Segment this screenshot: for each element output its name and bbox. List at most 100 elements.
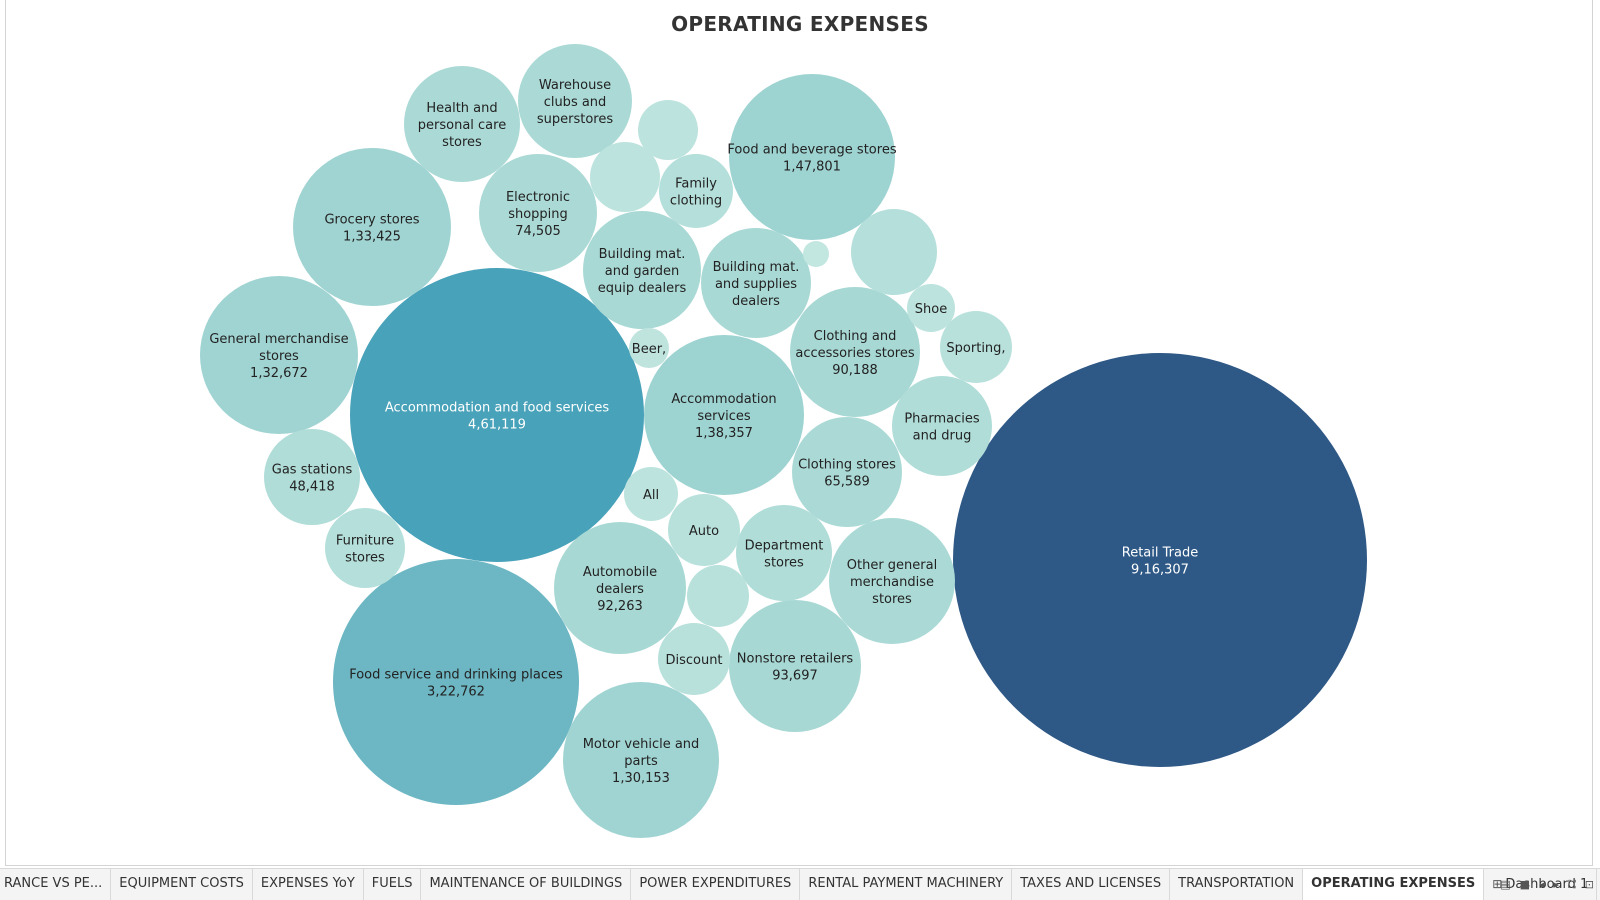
bubble-clothing-and-accessories-stores[interactable]: Clothing and accessories stores 90,188	[790, 287, 920, 417]
bubble-mark[interactable]	[940, 311, 1012, 383]
bubble-mark[interactable]	[658, 623, 730, 695]
bubble-sporting[interactable]: Sporting,	[940, 311, 1012, 383]
tab-label: TRANSPORTATION	[1178, 876, 1295, 891]
bubble-mark[interactable]	[563, 682, 719, 838]
bubble-mark[interactable]	[851, 209, 937, 295]
bubble-mark[interactable]	[953, 353, 1367, 767]
bubble-mark[interactable]	[659, 154, 733, 228]
bubble-pharmacies-and-drug[interactable]: Pharmacies and drug	[892, 376, 992, 476]
bubble-mark[interactable]	[687, 565, 749, 627]
bubble-auto[interactable]: Auto	[668, 494, 740, 566]
bubble-beer[interactable]: Beer,	[629, 328, 669, 368]
bubble-health-and-personal-care-stores[interactable]: Health and personal care stores	[404, 66, 520, 182]
bubble-mark[interactable]	[293, 148, 451, 306]
bubble-food-service-and-drinking-places[interactable]: Food service and drinking places 3,22,762	[333, 559, 579, 805]
chart-title: OPERATING EXPENSES	[671, 12, 929, 36]
bubble-mark[interactable]	[790, 287, 920, 417]
bubble-retail-trade[interactable]: Retail Trade 9,16,307	[953, 353, 1367, 767]
tab-label: MAINTENANCE OF BUILDINGS	[429, 876, 623, 891]
fullscreen-icon[interactable]: ⛶	[1568, 877, 1576, 891]
bubble-mark[interactable]	[892, 376, 992, 476]
tab-label: TAXES AND LICENSES	[1020, 876, 1162, 891]
bubble-mark[interactable]	[792, 417, 902, 527]
bubble-label: Family clothing	[670, 177, 722, 209]
bubble-label: Pharmacies and drug	[904, 412, 980, 444]
bubble-grocery-stores[interactable]: Grocery stores 1,33,425	[293, 148, 451, 306]
bubble-mark[interactable]	[590, 142, 660, 212]
bubble-mark[interactable]	[350, 268, 644, 562]
bubble-mark[interactable]	[644, 335, 804, 495]
bubble-mark[interactable]	[554, 522, 686, 654]
tab-operating-expenses[interactable]: OPERATING EXPENSES	[1303, 869, 1485, 900]
bubble-accommodation-services[interactable]: Accommodation services 1,38,357	[644, 335, 804, 495]
bubble-unlabeled-30[interactable]	[687, 565, 749, 627]
bubble-department-stores[interactable]: Department stores	[736, 505, 832, 601]
bubble-mark[interactable]	[638, 100, 698, 160]
tab-fuels[interactable]: FUELS	[364, 869, 422, 900]
filmstrip-view-icon[interactable]: ■	[1519, 878, 1531, 891]
prev-sheet-icon[interactable]: ◂	[1539, 878, 1545, 891]
bubble-mark[interactable]	[803, 241, 829, 267]
bubble-mark[interactable]	[701, 228, 811, 338]
bubble-mark[interactable]	[264, 429, 360, 525]
bubble-other-general-merchandise-stores[interactable]: Other general merchandise stores	[829, 518, 955, 644]
bubble-mark[interactable]	[668, 494, 740, 566]
bubble-mark[interactable]	[907, 284, 955, 332]
bubble-clothing-stores[interactable]: Clothing stores 65,589	[792, 417, 902, 527]
bubble-nonstore-retailers[interactable]: Nonstore retailers 93,697	[729, 600, 861, 732]
tab-label: FUELS	[371, 876, 413, 891]
bubble-mark[interactable]	[404, 66, 520, 182]
sheet-tab-bar: RANCE VS PE... EQUIPMENT COSTS EXPENSES Yo…	[0, 868, 1600, 900]
bubble-furniture-stores[interactable]: Furniture stores	[325, 508, 405, 588]
next-sheet-icon[interactable]: ▸	[1553, 878, 1560, 891]
tab-expenses-yoy[interactable]: EXPENSES YoY	[253, 869, 364, 900]
tab-equipment-costs[interactable]: EQUIPMENT COSTS	[111, 869, 253, 900]
bubble-unlabeled-32[interactable]	[638, 100, 698, 160]
tab-maintenance-of-buildings[interactable]: MAINTENANCE OF BUILDINGS	[421, 869, 632, 900]
bubble-mark[interactable]	[583, 211, 701, 329]
bubble-unlabeled-31[interactable]	[590, 142, 660, 212]
tab-rance-vs-pe[interactable]: RANCE VS PE...	[0, 869, 112, 900]
grid-view-icon[interactable]: ▤	[1500, 878, 1511, 891]
tab-transportation[interactable]: TRANSPORTATION	[1170, 869, 1304, 900]
bubble-mark[interactable]	[729, 74, 895, 240]
bubble-mark[interactable]	[479, 154, 597, 272]
bubble-value: 1,30,153	[612, 771, 670, 786]
bubble-value: 3,22,762	[427, 685, 485, 700]
tab-power-expenditures[interactable]: POWER EXPENDITURES	[631, 869, 801, 900]
bubble-unlabeled-29[interactable]	[851, 209, 937, 295]
bubble-motor-vehicle-and-parts[interactable]: Motor vehicle and parts 1,30,153	[563, 682, 719, 838]
bubble-shoe[interactable]: Shoe	[907, 284, 955, 332]
bubble-chart: Retail Trade 9,16,307 Accommodation and fo…	[200, 44, 1367, 838]
bubble-gas-stations[interactable]: Gas stations 48,418	[264, 429, 360, 525]
presentation-icon[interactable]: ⊡	[1584, 878, 1594, 891]
bubble-building-mat-and-garden-equip-dealers[interactable]: Building mat. and garden equip dealers	[583, 211, 701, 329]
bubble-building-mat-and-supplies-dealers[interactable]: Building mat. and supplies dealers	[701, 228, 811, 338]
bubble-automobile-dealers[interactable]: Automobile dealers 92,263	[554, 522, 686, 654]
bubble-general-merchandise-stores[interactable]: General merchandise stores 1,32,672	[200, 276, 358, 434]
bubble-family-clothing[interactable]: Family clothing	[659, 154, 733, 228]
bubble-mark[interactable]	[200, 276, 358, 434]
bubble-label: Food service and drinking places 3,22,762	[349, 668, 563, 700]
bubble-value: 74,505	[515, 224, 561, 239]
bubble-mark[interactable]	[325, 508, 405, 588]
bubble-mark[interactable]	[829, 518, 955, 644]
bubble-electronic-shopping[interactable]: Electronic shopping 74,505	[479, 154, 597, 272]
tab-rental-payment-machinery[interactable]: RENTAL PAYMENT MACHINERY	[800, 869, 1013, 900]
bubble-discount[interactable]: Discount	[658, 623, 730, 695]
tab-dashboard-1[interactable]: ⊞ Dashboard 1	[1484, 869, 1598, 900]
bubble-mark[interactable]	[736, 505, 832, 601]
bubble-mark[interactable]	[629, 328, 669, 368]
bubble-food-and-beverage-stores[interactable]: Food and beverage stores 1,47,801	[727, 74, 897, 240]
bubble-unlabeled-33[interactable]	[803, 241, 829, 267]
tab-taxes-and-licenses[interactable]: TAXES AND LICENSES	[1012, 869, 1171, 900]
bubble-mark[interactable]	[624, 467, 678, 521]
bubble-warehouse-clubs-and-superstores[interactable]: Warehouse clubs and superstores	[518, 44, 632, 158]
bubble-all[interactable]: All	[624, 467, 678, 521]
bubble-value: 92,263	[597, 599, 643, 614]
bubble-mark[interactable]	[518, 44, 632, 158]
bubble-mark[interactable]	[729, 600, 861, 732]
bubble-accommodation-and-food-services[interactable]: Accommodation and food services 4,61,119	[350, 268, 644, 562]
bubble-label: Gas stations 48,418	[272, 463, 353, 495]
bubble-mark[interactable]	[333, 559, 579, 805]
